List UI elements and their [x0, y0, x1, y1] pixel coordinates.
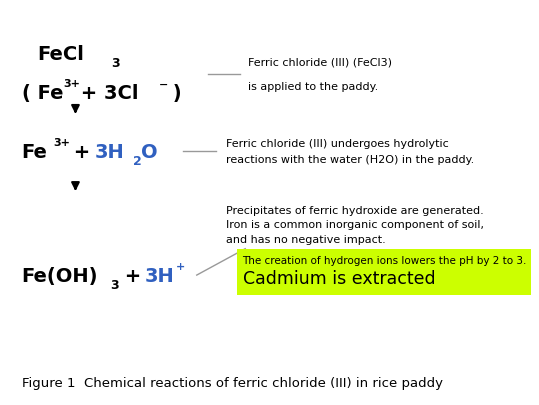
Text: +: +: [176, 262, 185, 271]
Text: −: −: [159, 79, 168, 89]
Text: O: O: [141, 143, 157, 161]
Text: Precipitates of ferric hydroxide are generated.: Precipitates of ferric hydroxide are gen…: [226, 206, 484, 215]
Text: 3H: 3H: [144, 266, 174, 285]
Text: 3+: 3+: [64, 79, 80, 89]
Text: 3+: 3+: [53, 138, 70, 148]
Text: Fe(OH): Fe(OH): [22, 266, 98, 285]
Text: + 3Cl: + 3Cl: [74, 84, 139, 102]
Text: 3H: 3H: [94, 143, 124, 161]
Text: and has no negative impact.: and has no negative impact.: [226, 234, 386, 244]
Text: Ferric chloride (III) (FeCl3): Ferric chloride (III) (FeCl3): [248, 58, 392, 68]
Text: Cadmium is extracted: Cadmium is extracted: [243, 270, 435, 288]
Text: The creation of hydrogen ions lowers the pH by 2 to 3.: The creation of hydrogen ions lowers the…: [243, 256, 527, 265]
FancyBboxPatch shape: [237, 249, 531, 296]
Text: Fe: Fe: [22, 143, 47, 161]
Text: reactions with the water (H2O) in the paddy.: reactions with the water (H2O) in the pa…: [226, 155, 475, 165]
Text: +: +: [118, 266, 148, 285]
Text: ( Fe: ( Fe: [22, 84, 63, 102]
Text: FeCl: FeCl: [38, 45, 85, 64]
Text: 3: 3: [112, 57, 120, 70]
Text: +: +: [67, 143, 98, 161]
Text: Ferric chloride (III) undergoes hydrolytic: Ferric chloride (III) undergoes hydrolyt…: [226, 139, 449, 149]
Text: Figure 1  Chemical reactions of ferric chloride (III) in rice paddy: Figure 1 Chemical reactions of ferric ch…: [22, 376, 443, 389]
Text: 2: 2: [133, 154, 141, 167]
Text: 3: 3: [110, 278, 119, 291]
Text: ): ): [166, 84, 182, 102]
Text: is applied to the paddy.: is applied to the paddy.: [248, 82, 378, 92]
Text: Iron is a common inorganic component of soil,: Iron is a common inorganic component of …: [226, 220, 485, 230]
